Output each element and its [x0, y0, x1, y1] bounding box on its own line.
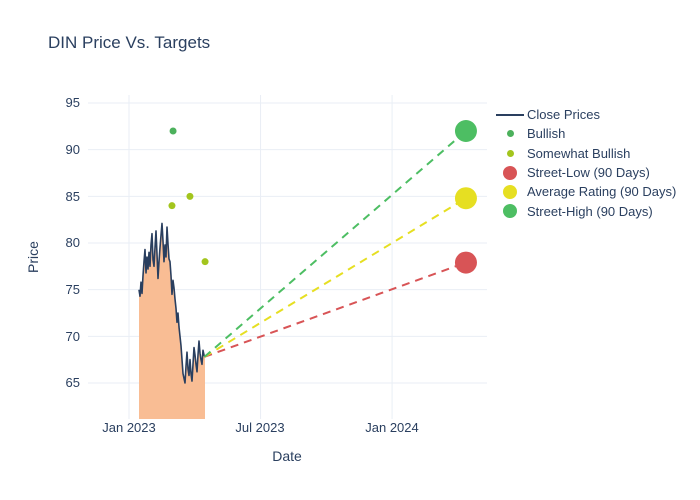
somewhat-bullish-point	[201, 258, 209, 266]
legend-item-somewhat-bullish[interactable]: Somewhat Bullish	[493, 144, 676, 163]
x-tick-jul-2023: Jul 2023	[235, 420, 285, 435]
street-high-90-days--dashed-line	[203, 130, 467, 358]
legend-label: Close Prices	[527, 107, 600, 123]
close-prices-line-swatch	[496, 113, 524, 116]
bullish-point	[169, 127, 177, 135]
x-axis-title: Date	[272, 448, 302, 464]
legend-label: Street-Low (90 Days)	[527, 165, 650, 181]
y-tick-75: 75	[65, 282, 80, 297]
y-tick-80: 80	[65, 235, 80, 250]
close-prices-line	[138, 222, 206, 384]
chart-title: DIN Price Vs. Targets	[48, 33, 211, 52]
x-tick-jan-2023: Jan 2023	[102, 420, 156, 435]
bullish-dot-icon	[506, 130, 514, 138]
street-high-90-days--target-marker	[454, 120, 477, 143]
street-low-circle-icon	[503, 165, 517, 180]
legend-item-close-prices[interactable]: Close Prices	[493, 105, 676, 124]
legend-label: Street-High (90 Days)	[527, 203, 653, 219]
street-low-90-days--target-marker	[454, 251, 477, 274]
y-tick-95: 95	[65, 95, 80, 110]
legend-label: Bullish	[527, 126, 566, 142]
y-tick-85: 85	[65, 189, 80, 204]
y-tick-90: 90	[65, 142, 80, 157]
legend-label: Somewhat Bullish	[527, 145, 631, 161]
y-axis-title: Price	[25, 241, 41, 273]
legend-label: Average Rating (90 Days)	[527, 184, 677, 200]
y-tick-70: 70	[65, 329, 80, 344]
somewhat-bullish-point	[168, 202, 176, 210]
legend: Close Prices Bullish Somewhat Bullish St…	[493, 105, 676, 221]
legend-item-street-high[interactable]: Street-High (90 Days)	[493, 201, 676, 220]
average-rating-90-days--target-marker	[454, 187, 477, 210]
close-prices-fill	[139, 223, 205, 419]
average-rating-90-days--dashed-line	[203, 197, 467, 358]
average-rating-circle-icon	[503, 184, 517, 199]
legend-item-street-low[interactable]: Street-Low (90 Days)	[493, 163, 676, 182]
legend-item-average-rating[interactable]: Average Rating (90 Days)	[493, 182, 676, 201]
somewhat-bullish-dot-icon	[506, 149, 514, 157]
street-high-circle-icon	[503, 204, 517, 219]
x-tick-jan-2024: Jan 2024	[365, 420, 419, 435]
street-low-90-days--dashed-line	[204, 261, 467, 358]
legend-item-bullish[interactable]: Bullish	[493, 124, 676, 143]
y-tick-65: 65	[65, 375, 80, 390]
somewhat-bullish-point	[186, 192, 194, 200]
